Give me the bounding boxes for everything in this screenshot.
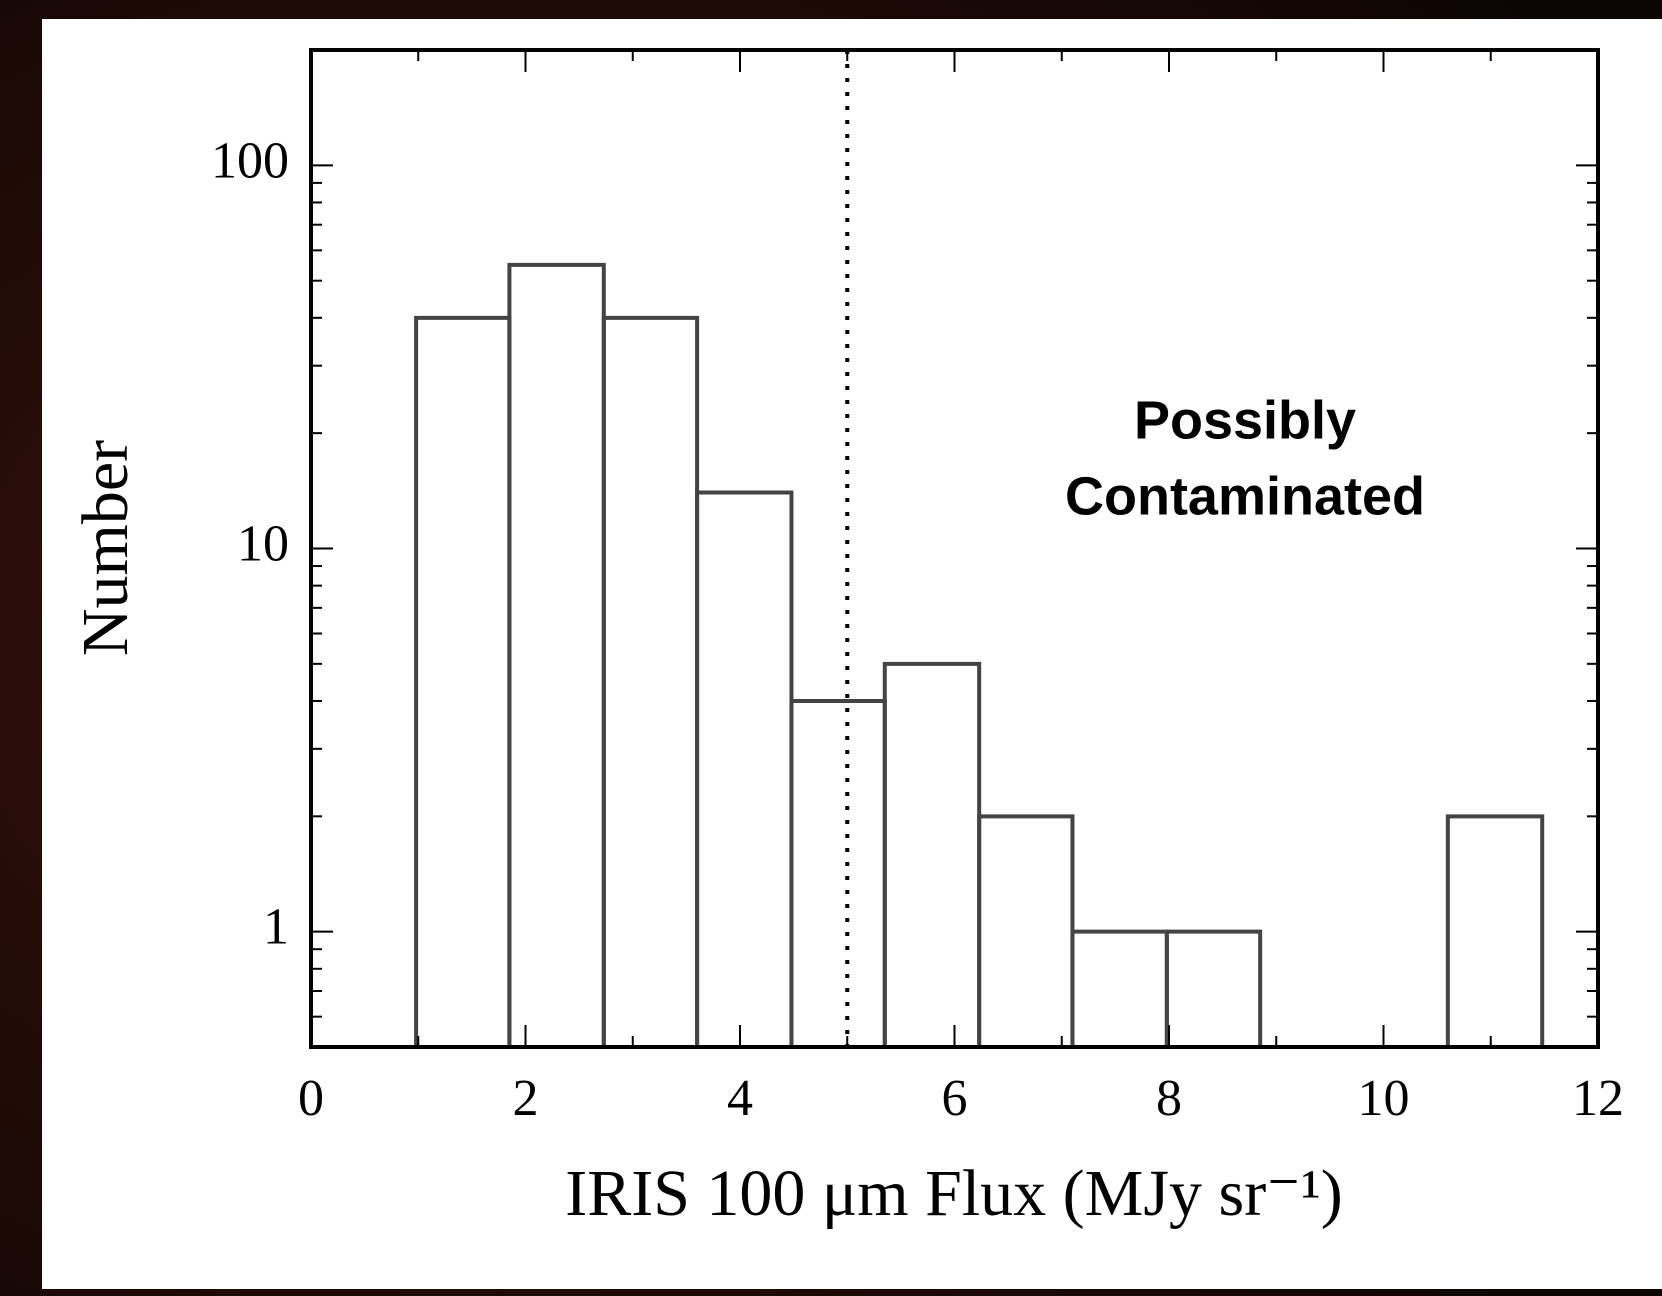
y-tick-label: 1: [263, 899, 289, 956]
x-tick-label: 10: [1358, 1070, 1410, 1127]
bar: [1445, 814, 1545, 1047]
panel: [42, 19, 1662, 1289]
annotation: Possibly: [1134, 390, 1356, 450]
x-tick-label: 8: [1156, 1070, 1182, 1127]
y-axis-label: Number: [69, 440, 142, 656]
y-tick-label: 10: [237, 515, 289, 572]
x-tick-label: 4: [727, 1070, 753, 1127]
x-tick-label: 2: [513, 1070, 539, 1127]
x-tick-label: 12: [1572, 1070, 1624, 1127]
x-axis-label: IRIS 100 μm Flux (MJy sr⁻¹): [565, 1157, 1343, 1230]
x-tick-label: 0: [298, 1070, 324, 1127]
bar: [1164, 929, 1263, 1047]
annotation: Contaminated: [1065, 466, 1425, 526]
y-tick-label: 100: [211, 132, 289, 189]
x-tick-label: 6: [942, 1070, 968, 1127]
